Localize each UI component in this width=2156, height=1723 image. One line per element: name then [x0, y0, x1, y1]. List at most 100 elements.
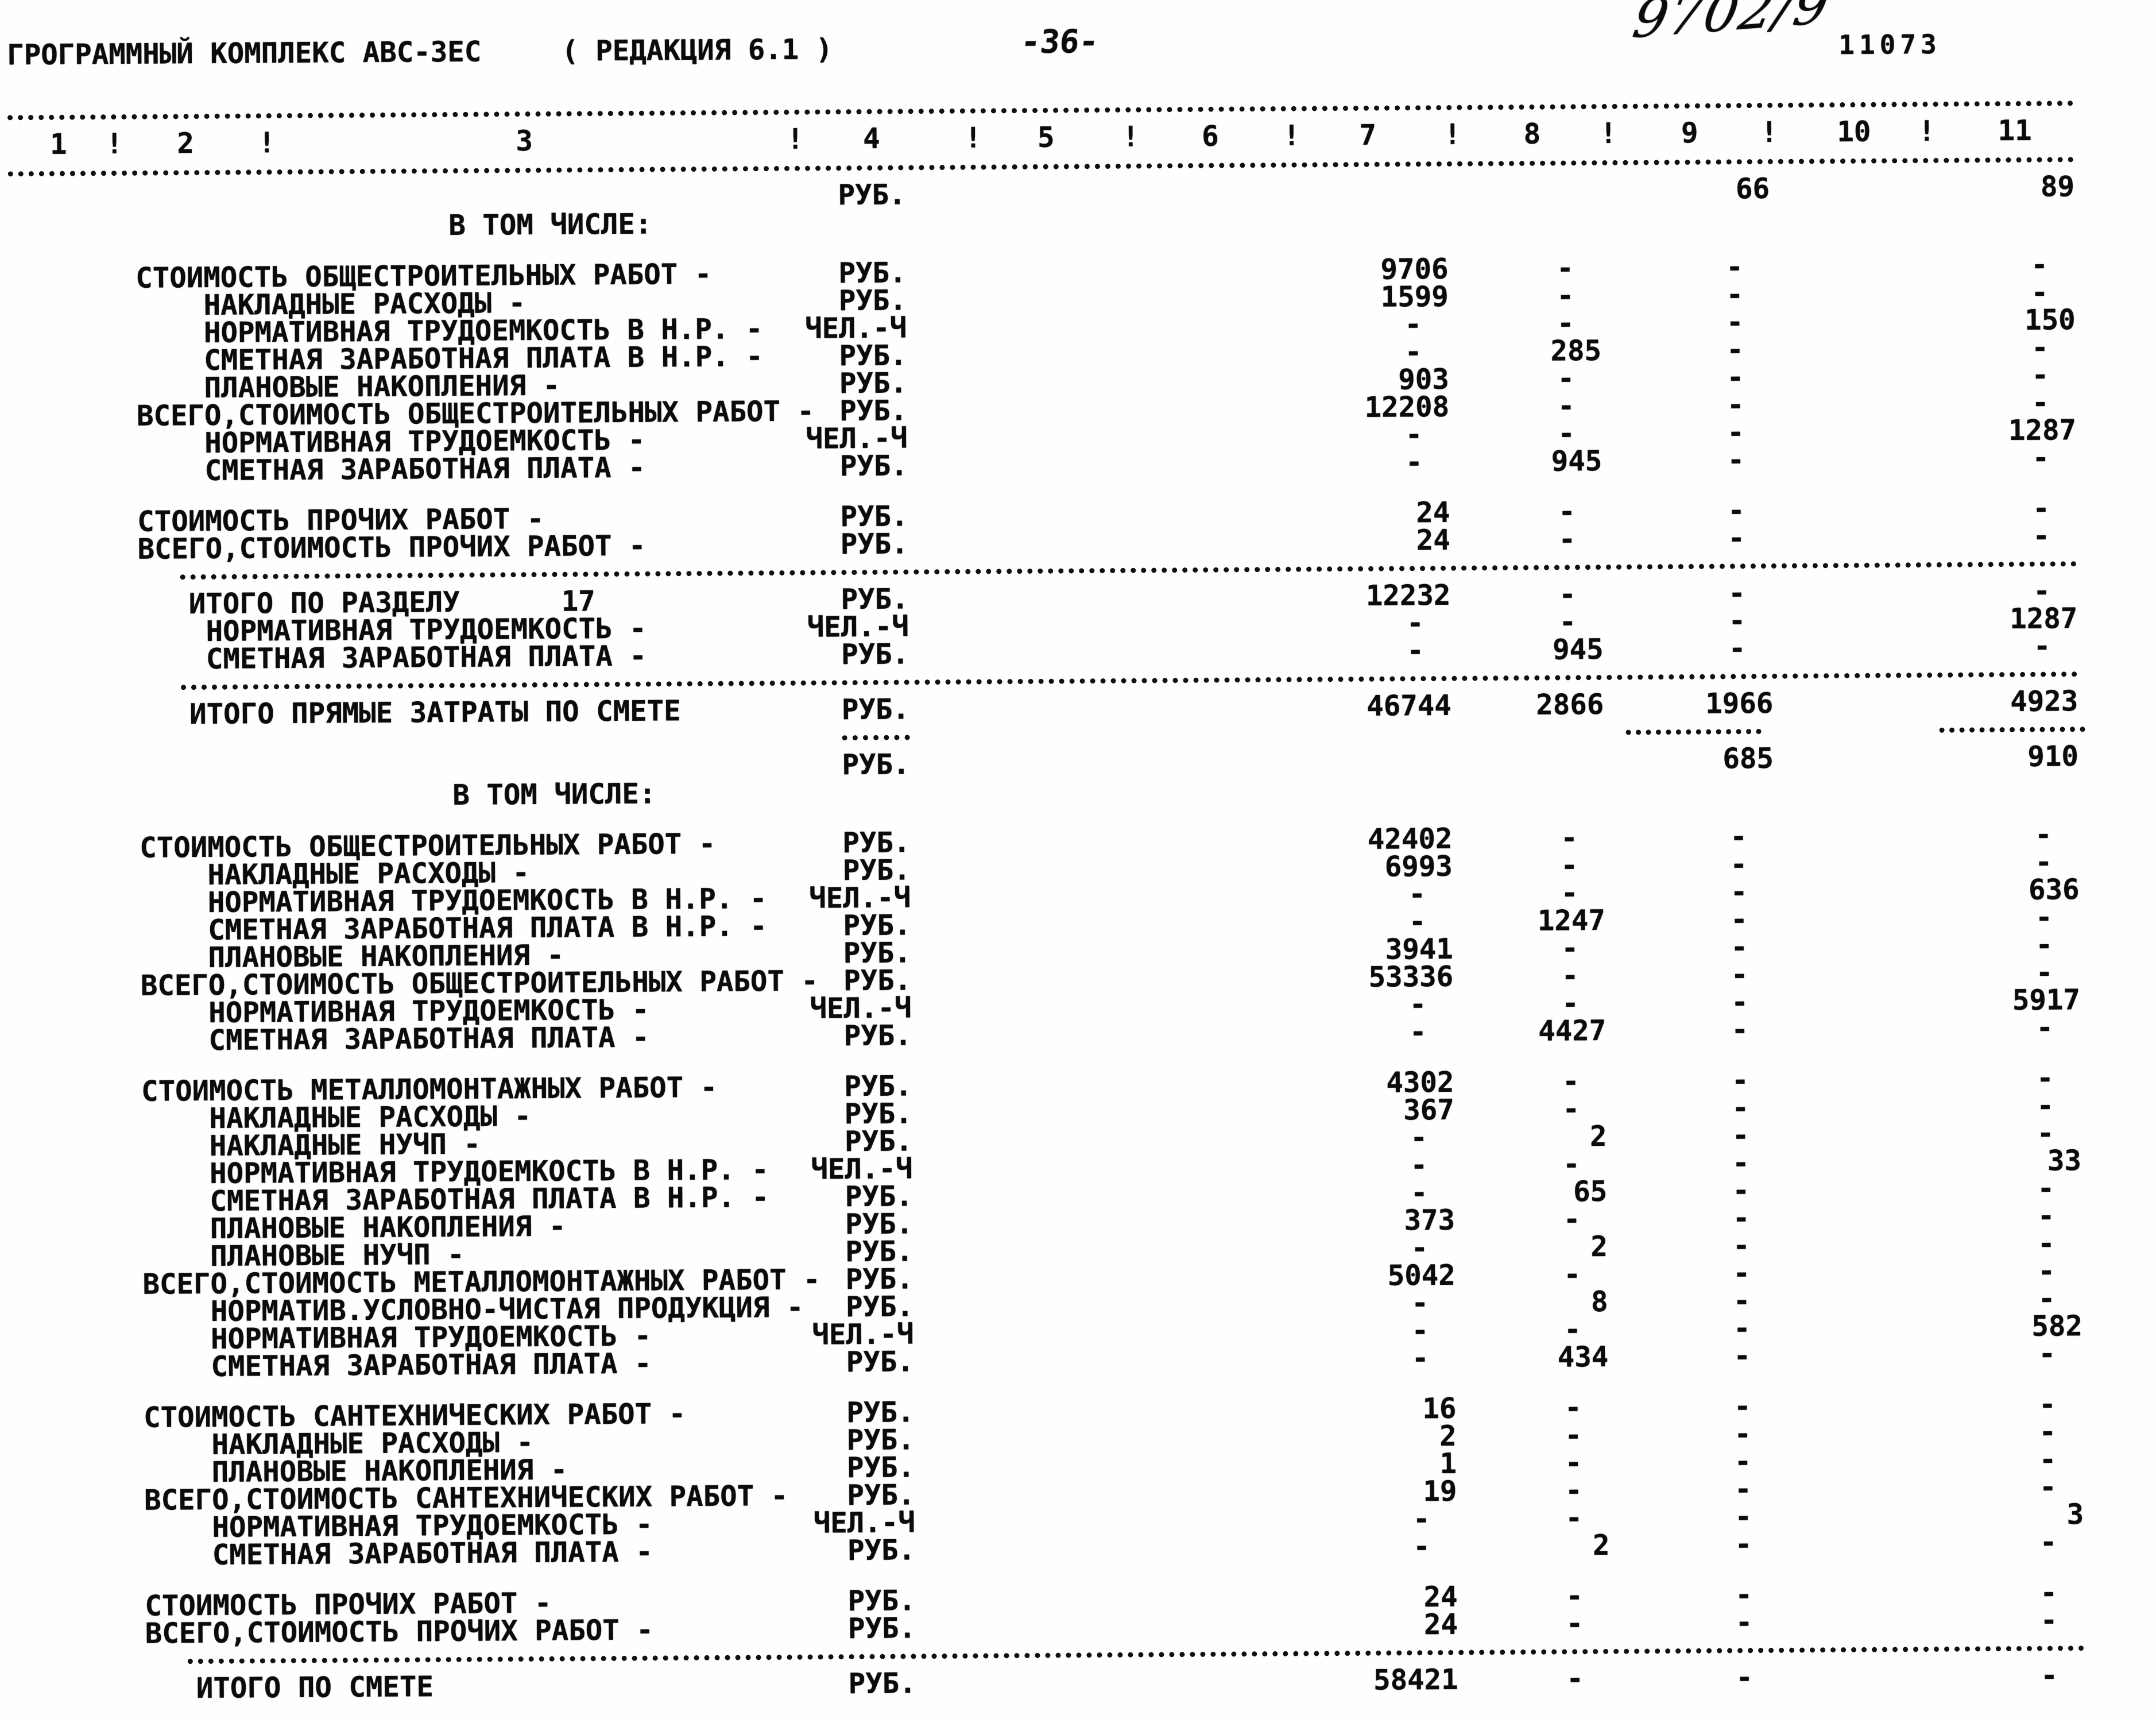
value-cell-c9: - [1728, 494, 1745, 527]
value-cell-c7: 12232 [1365, 578, 1451, 612]
table-rows: РУБ. 66 89 В ТОМ ЧИСЛЕ: СТОИМОСТЬ ОБЩЕСТРОИТ… [8, 170, 2102, 1705]
unit-cell: РУБ. [843, 964, 912, 998]
unit-cell: ЧЕЛ.-Ч [806, 422, 908, 455]
value-cell-c9: - [1735, 1528, 1752, 1561]
document-title: ГРОГРАММНЫЙ КОМПЛЕКС АВС-3ЕС [7, 35, 482, 72]
row-label: СМЕТНАЯ ЗАРАБОТНАЯ ПЛАТА - [206, 639, 647, 675]
value-cell-c11: - [2038, 1388, 2056, 1421]
value-cell-c9: - [1728, 632, 1746, 665]
column-separator: ! [1443, 118, 1461, 151]
unit-cell: РУБ. [839, 366, 908, 400]
column-separator: ! [1760, 115, 1778, 149]
unit-cell: РУБ. [842, 853, 911, 887]
value-cell-c9: - [1727, 388, 1744, 422]
value-cell-c8: - [1565, 1446, 1582, 1479]
value-cell-c7: 6993 [1384, 849, 1453, 883]
value-cell-c7: 367 [1403, 1093, 1454, 1127]
value-cell-c8: 945 [1551, 444, 1603, 478]
value-cell-c9: 685 [1723, 741, 1774, 775]
value-cell-c7: 12208 [1364, 390, 1450, 424]
row-label: ВСЕГО,СТОИМОСТЬ ПРОЧИХ РАБОТ - [145, 1613, 653, 1650]
value-cell-c7: - [1405, 446, 1423, 479]
value-cell-c11: 5917 [2012, 983, 2081, 1017]
unit-cell: РУБ. [843, 936, 911, 970]
unit-cell: РУБ. [843, 909, 911, 942]
unit-cell: РУБ. [845, 1207, 914, 1241]
value-cell-c9: - [1732, 1146, 1749, 1180]
unit-cell: ЧЕЛ.-Ч [811, 1152, 913, 1186]
column-separator: ! [1283, 119, 1300, 152]
value-cell-c8: - [1558, 495, 1576, 528]
page-number: -36- [1019, 23, 1101, 61]
unit-cell: РУБ. [843, 1019, 912, 1053]
value-cell-c9: - [1731, 930, 1748, 964]
column-number-5: 5 [1037, 121, 1055, 154]
value-cell-c9: - [1728, 577, 1745, 610]
unit-cell: РУБ. [846, 1451, 915, 1485]
value-cell-c9: - [1732, 1174, 1750, 1207]
value-cell-c8: - [1564, 1391, 1582, 1424]
value-cell-c7: 2 [1439, 1419, 1457, 1453]
unit-cell: РУБ. [845, 1235, 914, 1269]
row-label: ИТОГО ПО СМЕТЕ [196, 1670, 434, 1705]
value-cell-c11: - [2032, 441, 2050, 474]
value-cell-c8: - [1566, 1579, 1584, 1613]
value-cell-c7 [923, 177, 1448, 208]
value-cell-c9: - [1732, 1202, 1750, 1235]
value-cell-c11: 582 [2031, 1309, 2083, 1343]
column-number-4: 4 [862, 122, 880, 155]
value-cell-c8: - [1563, 1258, 1581, 1291]
column-separator: ! [106, 127, 123, 161]
unit-cell: РУБ. [839, 449, 908, 483]
unit-cell: РУБ. [839, 339, 907, 373]
unit-cell: ЧЕЛ.-Ч [808, 881, 911, 915]
unit-cell: РУБ. [841, 693, 910, 727]
value-cell-c9: - [1730, 848, 1748, 881]
value-cell-c8: - [1565, 1419, 1582, 1452]
value-cell-c9: - [1727, 416, 1745, 449]
column-number-1: 1 [49, 128, 67, 161]
value-cell-c7: 19 [1423, 1474, 1457, 1508]
value-cell-c9: - [1727, 333, 1744, 366]
value-cell-c9: 1966 [1705, 686, 1774, 720]
value-cell-c8: - [1566, 1662, 1584, 1695]
unit-cell: РУБ. [838, 256, 907, 290]
value-cell-c7: - [1411, 1231, 1429, 1265]
value-cell-c8: - [1561, 849, 1578, 882]
unit-cell: РУБ. [848, 1667, 916, 1701]
value-cell-c11: - [2037, 1117, 2054, 1150]
column-separator: ! [1122, 120, 1140, 153]
value-cell-c11: - [2034, 818, 2052, 851]
value-cell-c11: - [2037, 1089, 2054, 1122]
value-cell-c9: - [1727, 361, 1744, 394]
value-cell-c11: - [2039, 1525, 2057, 1559]
unit-cell: ЧЕЛ.-Ч [810, 991, 912, 1025]
unit-cell: РУБ. [845, 1180, 913, 1214]
value-cell-c9: - [1735, 1578, 1753, 1612]
row-label: СМЕТНАЯ ЗАРАБОТНАЯ ПЛАТА - [212, 1535, 653, 1571]
value-cell-c7: 4302 [1386, 1065, 1454, 1099]
handwritten-note: 9702/9 [1628, 0, 1835, 51]
row-label: СМЕТНАЯ ЗАРАБОТНАЯ ПЛАТА - [204, 451, 645, 487]
value-cell-c9: - [1732, 1091, 1749, 1125]
value-cell-c9: - [1733, 1312, 1751, 1345]
value-cell-c7: 46744 [1367, 689, 1451, 723]
value-cell-c9: - [1733, 1257, 1751, 1290]
unit-cell: ЧЕЛ.-Ч [812, 1318, 914, 1351]
value-cell-c7: 24 [1416, 523, 1450, 557]
unit-cell: РУБ. [845, 1262, 914, 1296]
section-separator [180, 671, 2078, 690]
value-cell-c11: - [2039, 1470, 2057, 1504]
value-cell-c8: 65 [1573, 1175, 1608, 1208]
value-cell-c8: 2 [1589, 1119, 1607, 1153]
value-cell-c8: - [1558, 523, 1576, 556]
value-cell-c8: 1247 [1537, 903, 1606, 937]
unit-cell: РУБ. [847, 1478, 915, 1512]
value-cell-c9: - [1727, 443, 1745, 477]
column-number-8: 8 [1523, 117, 1541, 150]
column-number-3: 3 [516, 124, 533, 158]
column-number-6: 6 [1201, 119, 1219, 153]
value-cell-c7: - [1411, 1287, 1429, 1320]
column-number-7: 7 [1359, 118, 1377, 152]
